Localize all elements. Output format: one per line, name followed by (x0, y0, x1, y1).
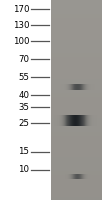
Text: 55: 55 (18, 72, 29, 82)
Bar (0, 0, 51, 200)
Text: 70: 70 (18, 54, 29, 64)
Text: 170: 170 (13, 4, 29, 14)
Text: 10: 10 (18, 166, 29, 174)
Text: 40: 40 (18, 90, 29, 99)
Text: 130: 130 (13, 21, 29, 29)
Text: 35: 35 (18, 102, 29, 112)
Text: 25: 25 (18, 118, 29, 128)
Text: 15: 15 (18, 148, 29, 156)
Text: 100: 100 (13, 36, 29, 46)
